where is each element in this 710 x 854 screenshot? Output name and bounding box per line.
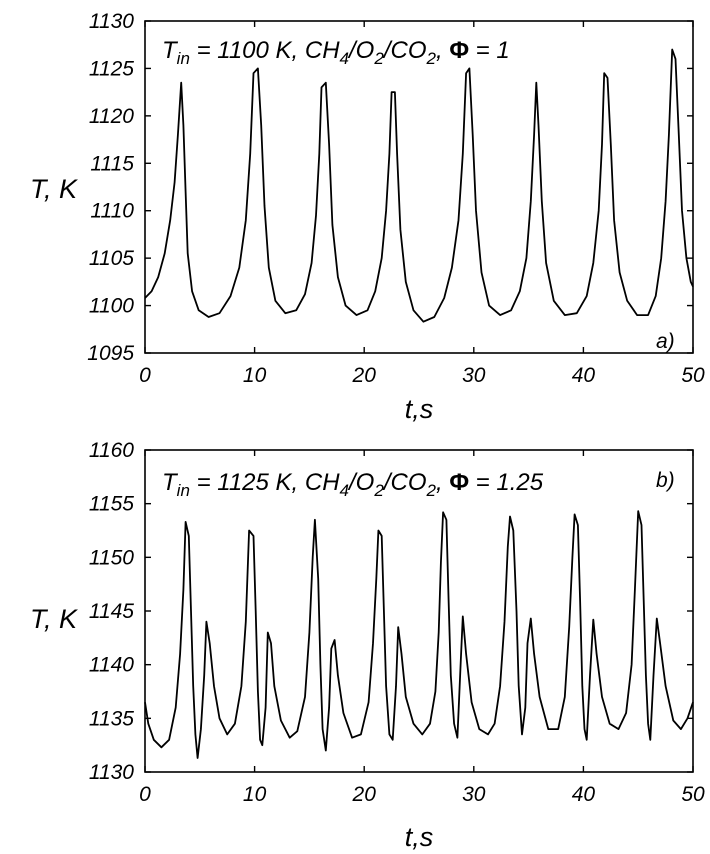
x-tick-label-a: 50: [681, 364, 705, 387]
x-tick-label-b: 50: [681, 783, 705, 806]
x-tick-label-b: 40: [572, 783, 596, 806]
y-tick-label-a: 1125: [89, 57, 134, 80]
annotation-part: = 1.25: [469, 469, 544, 496]
y-tick-label-b: 1130: [89, 761, 134, 784]
annotation-part: = 1: [469, 37, 510, 64]
y-tick-label-b: 1135: [89, 707, 134, 730]
y-tick-label-b: 1145: [89, 600, 134, 623]
temperature-series-line-a: [144, 48, 694, 323]
y-axis-label-a: T, K: [30, 174, 78, 204]
y-tick-label-a: 1100: [89, 295, 134, 318]
annotation-part: 4: [340, 481, 349, 500]
plot-frame-a: [144, 20, 694, 354]
annotation-part: in: [177, 481, 190, 500]
temperature-series-line-b: [144, 510, 694, 759]
x-tick-label-b: 20: [352, 783, 377, 806]
y-tick-label-b: 1150: [89, 546, 134, 569]
annotation-part: Φ: [449, 37, 469, 64]
x-tick-label-a: 40: [572, 364, 596, 387]
condition-annotation-a: Tin = 1100 K, CH4/O2/CO2, Φ = 1: [162, 37, 510, 68]
x-axis-label-b: t,s: [405, 822, 434, 852]
panel-label-b: b): [656, 469, 675, 492]
y-tick-label-b: 1140: [89, 654, 134, 677]
annotation-part: 2: [426, 481, 437, 500]
annotation-part: = 1100 K, CH: [190, 37, 340, 64]
x-tick-label-b: 30: [462, 783, 486, 806]
annotation-part: T: [162, 469, 179, 496]
annotation-part: 2: [426, 49, 437, 68]
annotation-part: 2: [373, 481, 384, 500]
y-tick-label-a: 1105: [89, 247, 134, 270]
chart-panel-b: 0 10 20 30 40 50 1130 1135 1140 1145 1150 1155 1160 T…: [30, 439, 705, 852]
x-tick-label-a: 0: [139, 364, 151, 387]
x-axis-label-a: t,s: [405, 394, 434, 424]
y-tick-label-a: 1110: [90, 200, 134, 223]
x-tick-label-a: 10: [243, 364, 267, 387]
annotation-part: 2: [373, 49, 384, 68]
y-tick-label-a: 1130: [89, 10, 134, 33]
annotation-part: /O: [347, 469, 374, 496]
annotation-part: Φ: [449, 469, 469, 496]
annotation-part: ,: [436, 37, 449, 64]
y-tick-label-a: 1120: [89, 105, 134, 128]
panel-label-a: a): [656, 330, 675, 353]
annotation-part: in: [177, 49, 190, 68]
y-tick-label-b: 1160: [89, 439, 134, 462]
y-axis-label-b: T, K: [30, 604, 78, 634]
x-tick-label-b: 10: [243, 783, 267, 806]
y-tick-label-a: 1115: [90, 152, 134, 175]
x-tick-label-b: 0: [139, 783, 151, 806]
annotation-part: /CO: [382, 37, 427, 64]
annotation-part: = 1125 K, CH: [190, 469, 340, 496]
annotation-part: T: [162, 37, 179, 64]
y-tick-label-a: 1095: [87, 342, 134, 365]
annotation-part: 4: [340, 49, 349, 68]
chart-panel-a: 0 10 20 30 40 50 1095 1100 1105 1110 1115 1120 1125 1…: [30, 10, 705, 424]
annotation-part: ,: [436, 469, 449, 496]
annotation-part: /O: [347, 37, 374, 64]
annotation-part: /CO: [382, 469, 427, 496]
condition-annotation-b: Tin = 1125 K, CH4/O2/CO2, Φ = 1.25: [162, 469, 544, 500]
x-tick-label-a: 20: [352, 364, 377, 387]
x-tick-label-a: 30: [462, 364, 486, 387]
y-tick-label-b: 1155: [89, 493, 134, 516]
